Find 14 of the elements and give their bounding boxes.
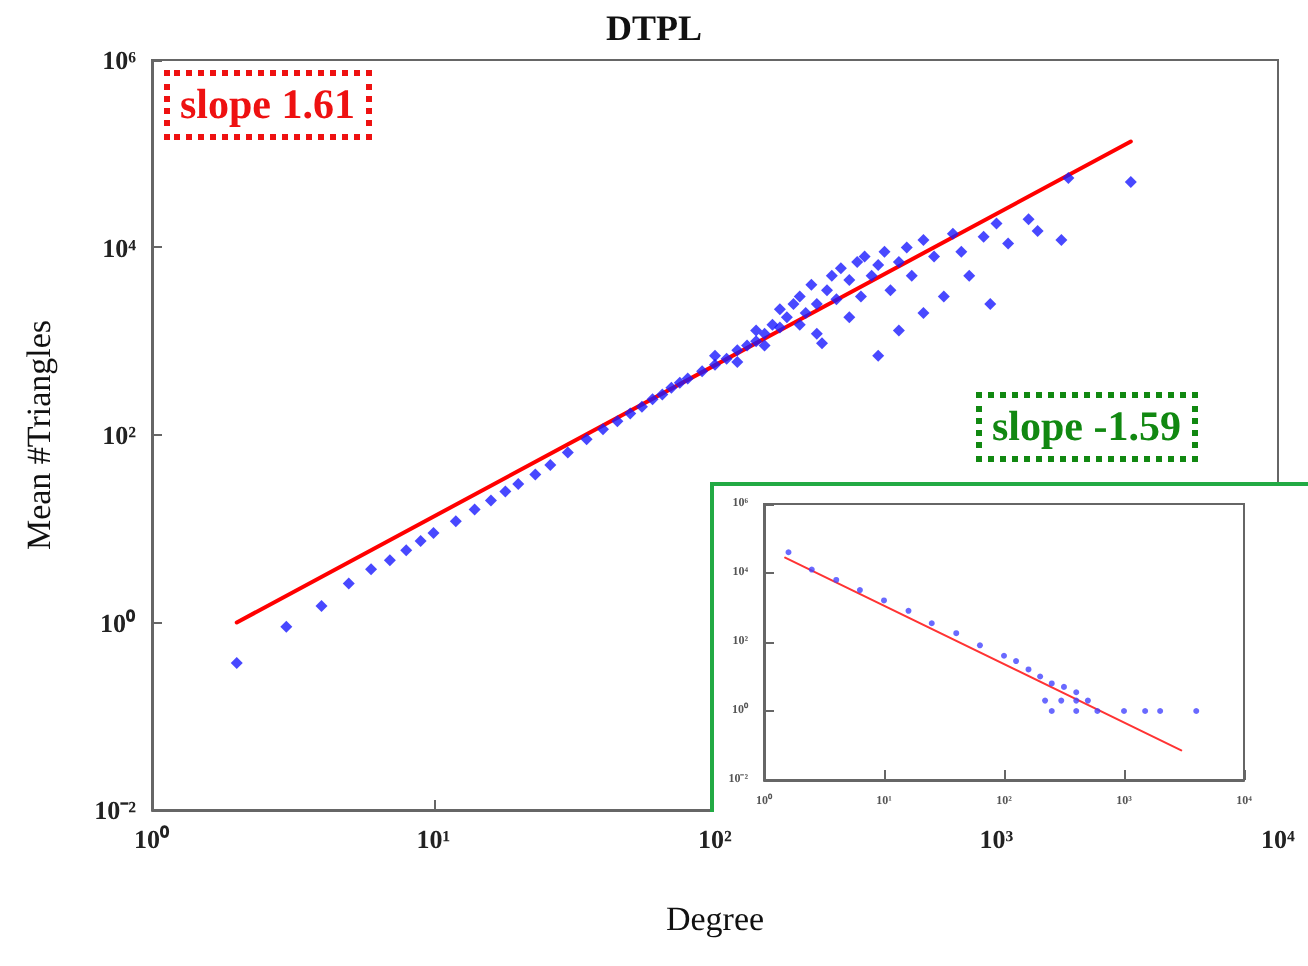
y-tick-label: 10⁶ [102,45,137,75]
y-tick-label: 10⁴ [102,232,137,263]
y-tick-label: 10⁻² [94,795,137,825]
annotation: slope 1.61 [164,70,372,140]
y-tick-label: 10⁰ [100,607,136,638]
x-tick-label: 10⁰ [134,824,170,854]
annotation: slope -1.59 [976,392,1197,462]
x-axis-title: Degree [665,900,765,938]
x-tick-label: 10¹ [416,824,451,854]
x-tick-label: 10⁴ [1261,824,1296,854]
x-tick-label: 10³ [979,824,1014,854]
y-axis-title: Mean #Triangles [20,319,58,551]
y-tick-label: 10² [102,420,137,450]
chart-title: DTPL [605,8,703,48]
